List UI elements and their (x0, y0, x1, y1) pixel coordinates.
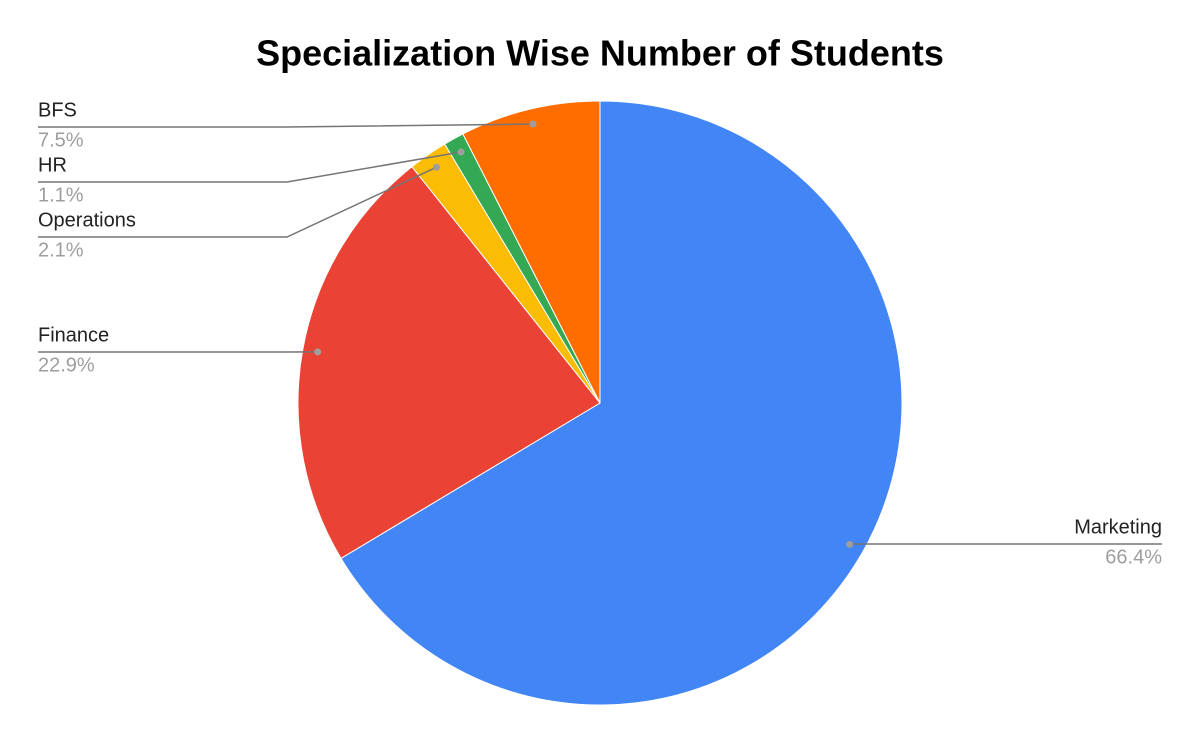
leader-dot (529, 120, 537, 128)
slice-value-label: 7.5% (38, 129, 84, 151)
leader-line (38, 123, 534, 128)
slice-value-label: 22.9% (38, 354, 95, 376)
slice-value-label: 66.4% (1105, 546, 1162, 568)
slice-label: HR (38, 154, 67, 176)
slice-value-label: 1.1% (38, 184, 84, 206)
slice-label: Marketing (1074, 516, 1162, 538)
leader-dot (433, 163, 441, 171)
leader-dot (314, 348, 322, 356)
slice-value-label: 2.1% (38, 239, 84, 261)
leader-line (38, 166, 437, 238)
slice-label: Operations (38, 209, 136, 231)
leader-dot (846, 540, 854, 548)
leader-line (38, 151, 462, 183)
pie-slice (462, 100, 601, 404)
slice-label: BFS (38, 99, 77, 121)
pie-slice (340, 100, 903, 706)
pie-slice (297, 166, 601, 560)
leader-dot (457, 148, 465, 156)
slice-label: Finance (38, 324, 109, 346)
chart-title: Specialization Wise Number of Students (256, 33, 944, 74)
